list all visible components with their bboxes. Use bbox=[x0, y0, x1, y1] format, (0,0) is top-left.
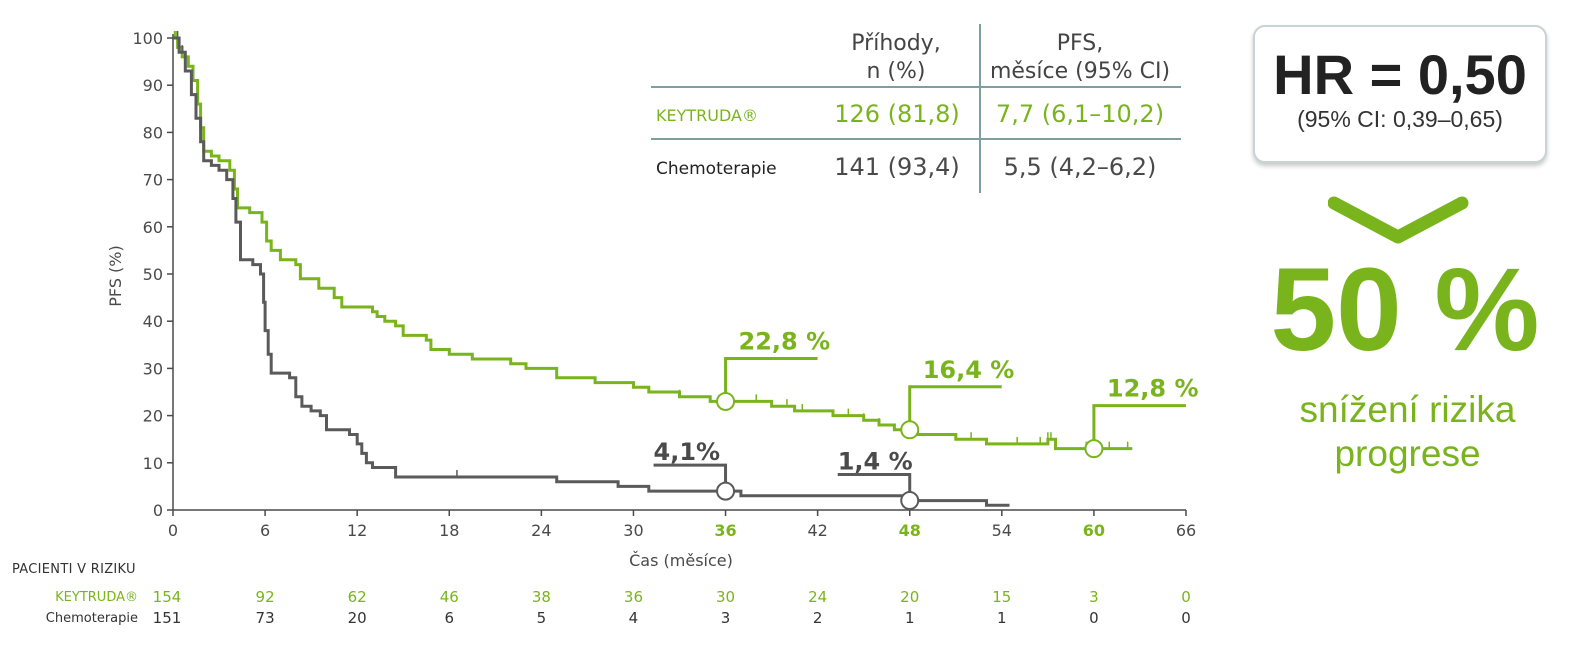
risk-reduction-line2: progrese bbox=[1334, 433, 1481, 474]
x-tick-label: 30 bbox=[623, 521, 643, 540]
at-risk-keytruda-value: 15 bbox=[992, 588, 1011, 606]
table-col1-header-line2: n (%) bbox=[866, 59, 925, 84]
y-tick-label: 80 bbox=[143, 123, 163, 142]
x-tick-label: 42 bbox=[807, 521, 827, 540]
x-tick-label: 6 bbox=[260, 521, 270, 540]
at-risk-title: PACIENTI V RIZIKU bbox=[12, 562, 136, 577]
table-col2-header-line1: PFS, bbox=[1057, 31, 1104, 56]
landmark-layer: 22,8 % 16,4 % 12,8 % 4,1% 1,4 % bbox=[653, 327, 1199, 511]
y-tick-label: 0 bbox=[153, 501, 163, 520]
at-risk-chemo-value: 73 bbox=[256, 609, 275, 627]
table-col1-header-line1: Příhody, bbox=[851, 31, 940, 56]
y-axis-ticks: 0 10 20 30 40 50 60 70 80 90 100 bbox=[132, 29, 173, 520]
risk-reduction-text: snížení rizika progrese bbox=[1250, 388, 1565, 476]
chemo-landmark-label: 1,4 % bbox=[838, 448, 913, 476]
x-tick-label: 12 bbox=[347, 521, 367, 540]
hazard-ratio-box: HR = 0,50 (95% CI: 0,39–0,65) bbox=[1253, 25, 1547, 163]
keytruda-landmark-bracket bbox=[724, 356, 818, 393]
at-risk-chemo-value: 0 bbox=[1089, 609, 1099, 627]
table-row2-pfs: 5,5 (4,2–6,2) bbox=[1004, 153, 1157, 181]
keytruda-landmark-label: 16,4 % bbox=[923, 356, 1015, 384]
x-axis-ticks: 0 6 12 18 24 30 36 42 48 54 60 66 bbox=[168, 510, 1196, 540]
risk-reduction-line1: snížení rizika bbox=[1299, 389, 1516, 430]
at-risk-keytruda-value: 92 bbox=[256, 588, 275, 606]
hazard-ratio-value: HR = 0,50 bbox=[1273, 43, 1527, 106]
x-tick-label: 60 bbox=[1083, 521, 1105, 540]
series-layer bbox=[173, 31, 1133, 507]
at-risk-keytruda-value: 20 bbox=[900, 588, 919, 606]
table-row1-pfs: 7,7 (6,1–10,2) bbox=[996, 100, 1164, 128]
table-row2-name: Chemoterapie bbox=[656, 159, 777, 179]
at-risk-chemo-value: 1 bbox=[905, 609, 915, 627]
at-risk-keytruda-value: 3 bbox=[1089, 588, 1099, 606]
at-risk-chemo-value: 2 bbox=[813, 609, 823, 627]
keytruda-landmark-label: 22,8 % bbox=[739, 327, 831, 355]
chemo-landmark-marker bbox=[716, 481, 736, 501]
y-tick-label: 40 bbox=[143, 312, 163, 331]
y-tick-label: 50 bbox=[143, 265, 163, 284]
at-risk-keytruda-label: KEYTRUDA® bbox=[55, 590, 138, 605]
table-col2-header-line2: měsíce (95% CI) bbox=[990, 59, 1170, 84]
keytruda-landmark-bracket bbox=[1092, 404, 1186, 440]
chemo-landmark-label: 4,1% bbox=[654, 438, 721, 466]
keytruda-landmark-marker bbox=[1084, 439, 1104, 459]
at-risk-chemo-value: 1 bbox=[997, 609, 1007, 627]
at-risk-keytruda-value: 154 bbox=[153, 588, 182, 606]
chemo-landmark-marker bbox=[900, 491, 920, 511]
at-risk-keytruda-value: 62 bbox=[348, 588, 367, 606]
at-risk-chemo-value: 151 bbox=[153, 609, 182, 627]
at-risk-chemo-value: 3 bbox=[721, 609, 731, 627]
x-tick-label: 36 bbox=[714, 521, 736, 540]
at-risk-keytruda-value: 46 bbox=[440, 588, 459, 606]
x-tick-label: 48 bbox=[899, 521, 921, 540]
y-tick-label: 60 bbox=[143, 218, 163, 237]
x-tick-label: 0 bbox=[168, 521, 178, 540]
y-tick-label: 10 bbox=[143, 454, 163, 473]
at-risk-chemo-value: 0 bbox=[1181, 609, 1191, 627]
x-tick-label: 66 bbox=[1176, 521, 1196, 540]
at-risk-keytruda-value: 36 bbox=[624, 588, 643, 606]
at-risk-chemo-value: 20 bbox=[348, 609, 367, 627]
y-tick-label: 90 bbox=[143, 76, 163, 95]
y-tick-label: 20 bbox=[143, 407, 163, 426]
risk-reduction-percent: 50 % bbox=[1270, 244, 1540, 376]
at-risk-chemo-label: Chemoterapie bbox=[46, 611, 138, 626]
at-risk-keytruda-value: 38 bbox=[532, 588, 551, 606]
y-tick-label: 30 bbox=[143, 359, 163, 378]
summary-table: Příhody, n (%) PFS, měsíce (95% CI) KEYT… bbox=[651, 24, 1181, 193]
x-tick-label: 18 bbox=[439, 521, 459, 540]
y-tick-label: 100 bbox=[132, 29, 163, 48]
x-tick-label: 54 bbox=[992, 521, 1012, 540]
x-axis-label: Čas (měsíce) bbox=[629, 551, 733, 570]
table-row2-events: 141 (93,4) bbox=[834, 153, 960, 181]
x-tick-label: 24 bbox=[531, 521, 551, 540]
chevron-down-icon bbox=[1328, 196, 1469, 244]
keytruda-landmark-marker bbox=[900, 420, 920, 440]
chemo-curve bbox=[173, 36, 1010, 507]
keytruda-landmark-bracket bbox=[908, 385, 1002, 421]
table-row1-name: KEYTRUDA® bbox=[656, 106, 758, 125]
table-row1-events: 126 (81,8) bbox=[834, 100, 960, 128]
at-risk-keytruda-value: 0 bbox=[1181, 588, 1191, 606]
y-tick-label: 70 bbox=[143, 171, 163, 190]
y-axis-label: PFS (%) bbox=[106, 245, 125, 307]
chart-axes bbox=[172, 34, 1186, 511]
chemo-landmark-bracket bbox=[837, 473, 912, 492]
at-risk-chemo-value: 5 bbox=[537, 609, 547, 627]
keytruda-landmark-label: 12,8 % bbox=[1107, 375, 1199, 403]
at-risk-chemo-value: 4 bbox=[629, 609, 639, 627]
chemo-landmark-bracket bbox=[653, 463, 728, 483]
hazard-ratio-ci: (95% CI: 0,39–0,65) bbox=[1297, 106, 1503, 132]
at-risk-keytruda-value: 24 bbox=[808, 588, 827, 606]
at-risk-chemo-value: 6 bbox=[444, 609, 454, 627]
keytruda-landmark-marker bbox=[716, 391, 736, 411]
at-risk-keytruda-value: 30 bbox=[716, 588, 735, 606]
